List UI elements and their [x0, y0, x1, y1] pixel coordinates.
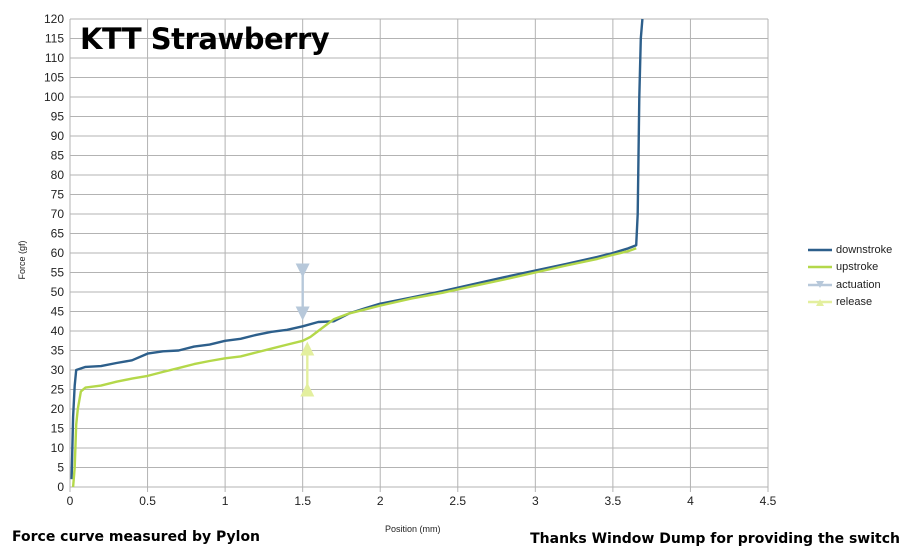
x-tick-label: 4: [687, 494, 694, 508]
legend-swatch-actuation: [808, 280, 832, 288]
legend-swatch-downstroke: [808, 248, 832, 251]
y-tick-label: 50: [51, 285, 65, 299]
y-tick-label: 120: [44, 12, 64, 26]
y-tick-label: 10: [51, 441, 65, 455]
footer-credit-switch: Thanks Window Dump for providing the swi…: [530, 531, 900, 547]
y-tick-label: 45: [51, 305, 65, 319]
y-tick-label: 100: [44, 90, 64, 104]
x-tick-label: 0: [67, 494, 74, 508]
y-axis-label: Force (gf): [17, 240, 27, 280]
legend-swatch-release: [808, 299, 832, 307]
marker-release: [300, 341, 315, 356]
y-tick-label: 65: [51, 227, 65, 241]
chart-title: KTT Strawberry: [80, 22, 330, 56]
marker-layer: [295, 263, 315, 397]
legend-label-upstroke: upstroke: [836, 261, 879, 274]
axes: 0510152025303540455055606570758085909510…: [44, 12, 777, 508]
x-tick-label: 3: [532, 494, 539, 508]
y-tick-label: 40: [51, 324, 65, 338]
legend-label-release: release: [836, 296, 873, 309]
y-tick-label: 55: [51, 266, 65, 280]
series-line-upstroke: [71, 247, 637, 488]
y-tick-label: 20: [51, 402, 65, 416]
legend-item-downstroke: downstroke: [808, 241, 892, 259]
y-tick-label: 15: [51, 422, 65, 436]
marker-actuation: [295, 306, 310, 321]
y-tick-label: 25: [51, 383, 65, 397]
y-tick-label: 105: [44, 71, 64, 85]
y-tick-label: 80: [51, 168, 65, 182]
legend-swatch-upstroke: [808, 266, 832, 269]
y-tick-label: 60: [51, 246, 65, 260]
y-tick-label: 95: [51, 110, 65, 124]
y-tick-label: 110: [45, 51, 64, 65]
footer-credit-measurement: Force curve measured by Pylon: [12, 529, 261, 545]
y-tick-label: 85: [51, 149, 65, 163]
legend-label-downstroke: downstroke: [836, 243, 893, 256]
legend-item-actuation: actuation: [808, 276, 892, 294]
grid: [69, 18, 769, 492]
y-tick-label: 115: [45, 32, 64, 46]
y-tick-label: 5: [57, 461, 64, 475]
marker-release: [300, 382, 315, 397]
x-tick-label: 1.5: [294, 494, 311, 508]
y-tick-label: 90: [51, 129, 65, 143]
legend-label-actuation: actuation: [836, 278, 881, 291]
y-tick-label: 0: [57, 480, 64, 494]
x-tick-label: 4.5: [760, 494, 777, 508]
y-tick-label: 75: [51, 188, 65, 202]
series-layer: [70, 18, 644, 488]
x-axis-label: Position (mm): [385, 524, 441, 534]
y-tick-label: 35: [51, 344, 65, 358]
legend-item-release: release: [808, 294, 892, 312]
x-tick-label: 3.5: [605, 494, 622, 508]
series-line-downstroke: [70, 18, 644, 480]
legend: downstroke upstroke actuation release: [808, 241, 892, 311]
x-tick-label: 1: [222, 494, 229, 508]
marker-actuation: [295, 263, 310, 278]
x-tick-label: 2.5: [449, 494, 466, 508]
x-tick-label: 0.5: [139, 494, 156, 508]
x-tick-label: 2: [377, 494, 384, 508]
legend-item-upstroke: upstroke: [808, 259, 892, 277]
y-tick-label: 70: [51, 207, 65, 221]
y-tick-label: 30: [51, 363, 65, 377]
